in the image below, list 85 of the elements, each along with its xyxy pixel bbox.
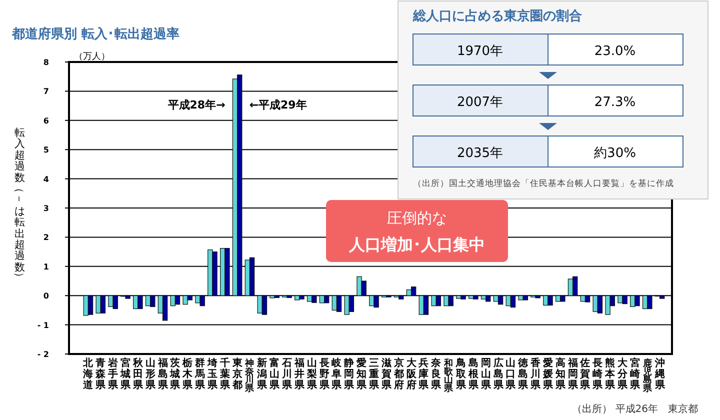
x-tick-label: 三重県 xyxy=(368,358,380,391)
x-tick-label: 茨城県 xyxy=(169,357,182,391)
y-tick-label: - 1 xyxy=(37,320,50,330)
bar xyxy=(162,295,168,321)
x-tick-label: 香川県 xyxy=(530,357,542,391)
y-tick-label: 4 xyxy=(43,174,50,184)
bar xyxy=(659,295,665,299)
x-tick-label: 岩手県 xyxy=(107,357,120,391)
series-label: 平成28年→ xyxy=(166,98,226,112)
category-label: 1970年 xyxy=(456,44,504,59)
x-tick-label: 長野県 xyxy=(318,357,330,391)
y-tick-label: 7 xyxy=(43,87,49,96)
bar xyxy=(498,295,504,305)
x-tick-label: 静岡県 xyxy=(343,357,356,391)
y-tick-label: 8 xyxy=(43,58,50,67)
text: 総人口に占める東京圏の割合 xyxy=(412,8,582,24)
x-tick-label: 神奈川県 xyxy=(244,358,256,394)
bar xyxy=(336,295,342,312)
x-tick-label: 石川県 xyxy=(281,358,294,391)
text: 約30% xyxy=(594,146,636,161)
text: 27.3% xyxy=(594,95,636,110)
y-tick-label: 1 xyxy=(43,262,50,272)
x-tick-label: 福島県 xyxy=(156,357,169,391)
y-tick-label: 6 xyxy=(43,116,50,126)
x-tick-label: 山梨県 xyxy=(306,357,318,391)
x-tick-label: 沖縄県 xyxy=(654,357,666,391)
category-label: 2035年 xyxy=(456,146,504,161)
text: （出所） 平成26年 東京都 xyxy=(572,403,698,415)
x-tick-label: 新潟県 xyxy=(256,357,268,391)
series-label: ←平成29年 xyxy=(249,98,307,112)
x-tick-label: 福岡県 xyxy=(566,357,579,391)
x-tick-label: 宮崎県 xyxy=(628,357,641,391)
y-tick-label: 5 xyxy=(43,146,50,155)
bar xyxy=(249,257,255,296)
bar xyxy=(584,295,590,302)
bar xyxy=(410,286,416,296)
text: 転入超過数（－は転出超過数） xyxy=(13,127,26,284)
annotation: （万人） xyxy=(74,51,110,62)
x-tick-label: 群馬県 xyxy=(194,357,206,391)
x-tick-label: 熊本県 xyxy=(604,357,616,391)
annotation: （出所）国土交通地理協会「住民基本台帳人口要覧」を基に作成 xyxy=(413,178,674,189)
x-tick-label: 滋賀県 xyxy=(380,357,392,391)
chart-title: 都道府県別 転入･転出超過率 xyxy=(11,26,180,42)
x-tick-label: 徳島県 xyxy=(517,357,530,391)
y-tick-label: 0 xyxy=(43,292,50,301)
x-tick-label: 栃木県 xyxy=(182,357,194,391)
x-tick-label: 佐賀県 xyxy=(579,357,592,391)
x-tick-label: 千葉県 xyxy=(218,357,231,391)
x-tick-label: 愛知県 xyxy=(356,357,368,391)
y-tick-label: - 2 xyxy=(37,350,49,359)
bar xyxy=(174,295,180,305)
bar xyxy=(510,295,516,308)
bar xyxy=(423,295,429,315)
y-tick-label: 3 xyxy=(43,204,49,213)
x-tick-label: 岐阜県 xyxy=(330,357,343,391)
x-tick-label: 和歌山県 xyxy=(443,358,454,394)
x-tick-label: 京都府 xyxy=(392,357,404,391)
x-tick-label: 長崎県 xyxy=(592,357,604,391)
x-tick-label: 奈良県 xyxy=(430,357,442,391)
x-tick-label: 鳥取県 xyxy=(454,357,467,391)
x-tick-label: 大分県 xyxy=(616,357,629,391)
x-tick-label: 島根県 xyxy=(467,357,480,391)
x-tick-label: 岡山県 xyxy=(480,358,492,391)
x-tick-label: 富山県 xyxy=(268,357,281,391)
x-tick-label: 東京都 xyxy=(231,357,244,391)
annotation: 圧倒的な xyxy=(387,209,447,227)
x-tick-label: 秋田県 xyxy=(132,357,144,391)
x-tick-label: 福井県 xyxy=(293,357,306,391)
category-label: 2007年 xyxy=(456,95,504,110)
x-tick-label: 大阪府 xyxy=(405,357,418,391)
x-tick-label: 宮城県 xyxy=(119,357,132,391)
bar xyxy=(88,295,94,315)
x-tick-label: 広島県 xyxy=(492,357,504,391)
x-tick-label: 山口県 xyxy=(504,357,517,391)
y-tick-label: 2 xyxy=(43,233,49,242)
text: 23.0% xyxy=(594,44,636,59)
x-tick-label: 愛媛県 xyxy=(542,357,554,391)
annotation: 人口増加･人口集中 xyxy=(348,235,485,254)
x-tick-label: 山形県 xyxy=(144,357,156,391)
x-tick-label: 高知県 xyxy=(554,357,566,391)
x-tick-label: 青森県 xyxy=(94,357,107,391)
x-tick-label: 埼玉県 xyxy=(206,357,218,391)
x-tick-label: 北海道 xyxy=(82,357,94,391)
x-tick-label: 鹿児島県 xyxy=(642,358,653,394)
x-tick-label: 兵庫県 xyxy=(418,357,430,391)
